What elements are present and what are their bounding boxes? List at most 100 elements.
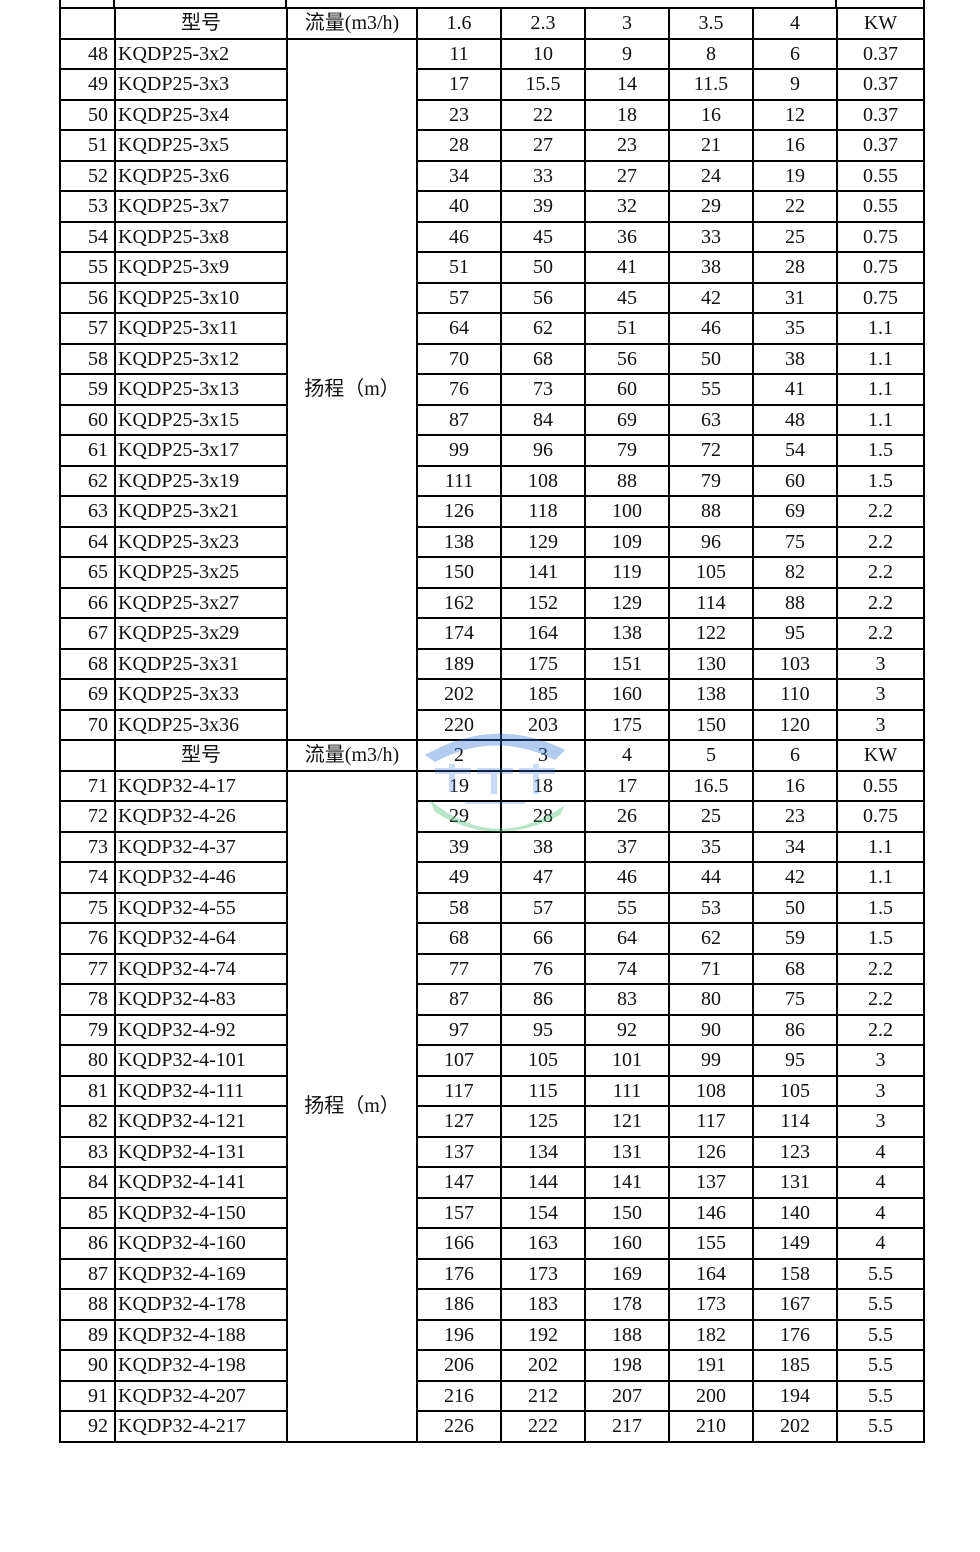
row-index: 72: [59, 800, 116, 833]
row-index: 78: [59, 983, 116, 1016]
head-value-cell: 105: [500, 1044, 586, 1077]
head-value-cell: 86: [752, 1013, 838, 1046]
head-value-cell: 16: [752, 769, 838, 802]
model-cell: KQDP32-4-207: [114, 1379, 288, 1412]
model-cell: KQDP32-4-131: [114, 1135, 288, 1168]
head-value-cell: 149: [752, 1227, 838, 1260]
table-row: 67 KQDP25-3x29 174 164 138 122 95 2.2: [59, 617, 925, 650]
head-value-cell: 10: [500, 37, 586, 70]
power-cell: 5.5: [836, 1410, 925, 1443]
head-value-cell: 151: [584, 647, 670, 680]
row-index: 73: [59, 830, 116, 863]
head-value-cell: 49: [416, 861, 502, 894]
table-row: 66 KQDP25-3x27 162 152 129 114 88 2.2: [59, 586, 925, 619]
model-cell: KQDP32-4-74: [114, 952, 288, 985]
head-value-cell: 130: [668, 647, 754, 680]
head-value-cell: 8: [668, 37, 754, 70]
header-flow-value: 3.5: [668, 7, 754, 40]
head-value-cell: 11: [416, 37, 502, 70]
head-value-cell: 119: [584, 556, 670, 589]
head-value-cell: 25: [752, 220, 838, 253]
model-cell: KQDP25-3x29: [114, 617, 288, 650]
table-row: 53 KQDP25-3x7 40 39 32 29 22 0.55: [59, 190, 925, 223]
power-cell: 0.75: [836, 220, 925, 253]
model-cell: KQDP25-3x33: [114, 678, 288, 711]
head-value-cell: 150: [668, 708, 754, 741]
table-row: 60 KQDP25-3x15 87 84 69 63 48 1.1: [59, 403, 925, 436]
row-index: 69: [59, 678, 116, 711]
model-cell: KQDP32-4-46: [114, 861, 288, 894]
model-cell: KQDP25-3x27: [114, 586, 288, 619]
header-flow: 流量(m3/h): [286, 739, 418, 772]
power-cell: 3: [836, 708, 925, 741]
head-value-cell: 100: [584, 495, 670, 528]
head-value-cell: 71: [668, 952, 754, 985]
head-value-cell: 22: [500, 98, 586, 131]
head-value-cell: 42: [752, 861, 838, 894]
head-value-cell: 38: [752, 342, 838, 375]
head-value-cell: 76: [416, 373, 502, 406]
power-cell: 0.55: [836, 769, 925, 802]
head-value-cell: 185: [500, 678, 586, 711]
table-row: 61 KQDP25-3x17 99 96 79 72 54 1.5: [59, 434, 925, 467]
head-value-cell: 202: [752, 1410, 838, 1443]
power-cell: 4: [836, 1166, 925, 1199]
head-value-cell: 191: [668, 1349, 754, 1382]
power-cell: 1.1: [836, 312, 925, 345]
head-value-cell: 101: [584, 1044, 670, 1077]
table-row: 91 KQDP32-4-207 216 212 207 200 194 5.5: [59, 1379, 925, 1412]
model-cell: KQDP25-3x2: [114, 37, 288, 70]
head-value-cell: 131: [584, 1135, 670, 1168]
row-index: 90: [59, 1349, 116, 1382]
head-value-cell: 59: [752, 922, 838, 955]
head-value-cell: 16: [668, 98, 754, 131]
head-value-cell: 55: [584, 891, 670, 924]
head-value-cell: 222: [500, 1410, 586, 1443]
head-value-cell: 36: [584, 220, 670, 253]
row-index: 59: [59, 373, 116, 406]
table-row: 51 KQDP25-3x5 28 27 23 21 16 0.37: [59, 129, 925, 162]
head-value-cell: 45: [500, 220, 586, 253]
head-value-cell: 138: [416, 525, 502, 558]
model-cell: KQDP25-3x23: [114, 525, 288, 558]
model-cell: KQDP32-4-198: [114, 1349, 288, 1382]
table-row: 85 KQDP32-4-150 157 154 150 146 140 4: [59, 1196, 925, 1229]
head-value-cell: 27: [584, 159, 670, 192]
table-row: 72 KQDP32-4-26 29 28 26 25 23 0.75: [59, 800, 925, 833]
head-value-cell: 74: [584, 952, 670, 985]
table-row: 86 KQDP32-4-160 166 163 160 155 149 4: [59, 1227, 925, 1260]
head-value-cell: 16.5: [668, 769, 754, 802]
head-value-cell: 122: [668, 617, 754, 650]
head-value-cell: 131: [752, 1166, 838, 1199]
power-cell: 0.75: [836, 251, 925, 284]
head-value-cell: 29: [416, 800, 502, 833]
head-value-cell: 35: [668, 830, 754, 863]
table-row: 81 KQDP32-4-111 117 115 111 108 105 3: [59, 1074, 925, 1107]
head-value-cell: 27: [500, 129, 586, 162]
head-value-cell: 134: [500, 1135, 586, 1168]
head-value-cell: 83: [584, 983, 670, 1016]
power-cell: 0.37: [836, 37, 925, 70]
head-value-cell: 226: [416, 1410, 502, 1443]
head-value-cell: 31: [752, 281, 838, 314]
power-cell: 1.1: [836, 830, 925, 863]
row-index: 70: [59, 708, 116, 741]
header-flow-value: 5: [668, 739, 754, 772]
header-model: 型号: [114, 7, 288, 40]
head-value-cell: 11.5: [668, 68, 754, 101]
row-index: 67: [59, 617, 116, 650]
power-cell: 4: [836, 1135, 925, 1168]
head-value-cell: 186: [416, 1288, 502, 1321]
head-value-cell: 62: [668, 922, 754, 955]
header-power: KW: [836, 739, 925, 772]
head-value-cell: 109: [584, 525, 670, 558]
power-cell: 3: [836, 647, 925, 680]
head-value-cell: 99: [416, 434, 502, 467]
table-row: 57 KQDP25-3x11 64 62 51 46 35 1.1: [59, 312, 925, 345]
head-value-cell: 75: [752, 525, 838, 558]
head-value-cell: 175: [584, 708, 670, 741]
head-value-cell: 73: [500, 373, 586, 406]
header-flow-value: 2.3: [500, 7, 586, 40]
head-value-cell: 50: [752, 891, 838, 924]
power-cell: 0.37: [836, 129, 925, 162]
